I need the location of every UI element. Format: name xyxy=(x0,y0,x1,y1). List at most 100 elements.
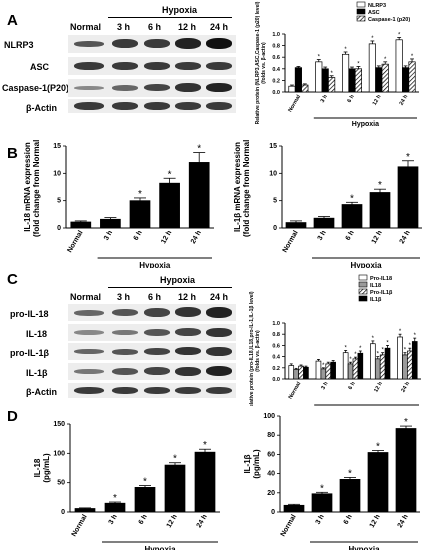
y-tick-label: 5 xyxy=(273,198,277,205)
bar-caspase-1-p20-3-h xyxy=(328,77,336,93)
bar-value-3-h xyxy=(313,217,335,229)
bar-il18-3-h xyxy=(320,368,327,380)
significance-marker: * xyxy=(359,346,362,352)
y-tick-label: 0.4 xyxy=(272,67,281,73)
y-tick-label: 0.6 xyxy=(272,55,280,61)
blot-a-col-normal: Normal xyxy=(70,22,102,32)
blot-c-row-pro-il1b: pro-IL-1β xyxy=(10,348,49,358)
x-tick-label: 12 h xyxy=(373,380,384,393)
bar-il1-3-h xyxy=(330,361,336,380)
bar-il18-6-h xyxy=(347,363,354,380)
significance-marker: * xyxy=(349,357,352,363)
y-axis-label: Relative protein (NLRP3,ASC,Caspase-1 (p… xyxy=(255,1,267,124)
significance-marker: * xyxy=(197,144,201,155)
x-tick-label: 6 h xyxy=(133,230,144,242)
panel-letter-d: D xyxy=(7,408,18,425)
blot-c-col-normal: Normal xyxy=(70,292,102,302)
bar-caspase-1-p20-normal xyxy=(301,84,309,93)
blot-c-row-pro-il18: pro-IL-18 xyxy=(10,309,49,319)
blot-c-col-3h: 3 h xyxy=(117,292,131,302)
significance-marker: * xyxy=(350,193,354,204)
y-tick-label: 100 xyxy=(263,413,275,420)
significance-marker: * xyxy=(357,61,360,67)
blot-c-row-il1b: IL-1β xyxy=(26,368,48,378)
x-tick-label: Normal xyxy=(66,229,84,253)
significance-marker: * xyxy=(409,343,412,349)
x-tick-label: Normal xyxy=(288,381,303,401)
x-tick-label: 24 h xyxy=(399,230,412,246)
bar-il1-normal xyxy=(303,366,309,380)
panel-letter-b: B xyxy=(7,145,18,162)
legend-swatch-pro-il18 xyxy=(358,274,368,281)
bar-value-3-h xyxy=(104,502,126,513)
bar-asc-normal xyxy=(294,67,302,93)
chart-b-il18-mrna: 0 5 10 15 IL-18 mRNA expression(fold change … xyxy=(23,140,214,268)
x-tick-label: 12 h xyxy=(369,514,382,530)
y-tick-label: 1.0 xyxy=(272,32,280,38)
y-tick-label: 15 xyxy=(53,143,61,150)
bar-value-24-h xyxy=(395,428,417,513)
hypoxia-label: Hypoxia xyxy=(352,121,379,128)
x-tick-label: 3 h xyxy=(103,230,114,242)
bar-nlrp3-normal xyxy=(288,85,296,93)
blot-c-row-actin: β-Actin xyxy=(26,387,57,397)
bar-pro-il18-3-h xyxy=(315,360,322,380)
x-tick-label: Normal xyxy=(282,229,300,253)
blot-a-condition-line xyxy=(108,17,232,18)
y-tick-label: 0 xyxy=(273,225,277,232)
x-tick-label: 6 h xyxy=(345,230,356,242)
y-tick-label: 5 xyxy=(57,198,61,205)
x-tick-label: 3 h xyxy=(108,514,119,526)
chart-d-il18-elisa: 0 50 100 150 IL-18(pg/mL) Normal * 3 h * 6 h * 12 h… xyxy=(33,421,220,550)
blot-c-col-24h: 24 h xyxy=(210,292,229,302)
panel-letter-c: C xyxy=(7,271,18,288)
y-tick-label: 0.2 xyxy=(272,78,280,84)
y-tick-label: 0.2 xyxy=(272,366,280,372)
significance-marker: * xyxy=(113,493,117,504)
y-tick-label: 0 xyxy=(57,225,61,232)
blot-a-strip-asc xyxy=(68,57,236,75)
y-tick-label: 10 xyxy=(269,170,277,177)
significance-marker: * xyxy=(376,442,380,453)
legend-label-il18: IL18 xyxy=(370,283,381,289)
blot-a-row-asc: ASC xyxy=(30,62,50,72)
bar-nlrp3-12-h xyxy=(368,43,376,93)
significance-marker: * xyxy=(318,55,321,61)
bar-pro-il18-24-h xyxy=(397,336,403,380)
y-tick-label: 0.0 xyxy=(272,90,280,96)
x-tick-label: 24 h xyxy=(400,380,411,393)
bar-value-12-h xyxy=(367,452,389,513)
legend-swatch-il1 xyxy=(358,295,368,302)
bar-asc-12-h xyxy=(375,67,383,93)
bar-asc-3-h xyxy=(321,68,329,93)
bar-value-6-h xyxy=(134,487,156,513)
bar-il1-12-h xyxy=(384,347,391,380)
blot-c-strip-pro-il18 xyxy=(68,304,236,321)
x-tick-label: 12 h xyxy=(371,230,384,246)
blot-a-row-caspase: Caspase-1(P20) xyxy=(2,83,70,93)
significance-marker: * xyxy=(354,352,357,358)
x-tick-label: 6 h xyxy=(138,514,149,526)
bar-value-3-h xyxy=(311,493,333,513)
x-tick-label: Normal xyxy=(280,513,298,537)
blot-a-col-24h: 24 h xyxy=(210,22,229,32)
chart-d-il1b-elisa: 0 20 40 60 80 100 IL-1β(pg/mL) Normal * 3 h * 6 h * 1… xyxy=(243,413,420,550)
bar-nlrp3-6-h xyxy=(342,53,350,93)
blot-c-col-6h: 6 h xyxy=(148,292,162,302)
bar-value-normal xyxy=(70,221,92,229)
significance-marker: * xyxy=(411,54,414,60)
x-tick-label: 3 h xyxy=(317,230,328,242)
legend-swatch-nlrp3 xyxy=(356,1,366,8)
y-tick-label: 1.0 xyxy=(272,321,280,327)
x-tick-label: 24 h xyxy=(196,514,209,530)
bar-value-normal xyxy=(74,508,96,513)
y-tick-label: 0.0 xyxy=(272,377,280,383)
y-tick-label: 0.8 xyxy=(272,332,280,338)
bar-value-6-h xyxy=(339,479,361,513)
blot-c-strip-actin xyxy=(68,383,236,398)
bar-pro-il1-6-h xyxy=(352,358,359,380)
blot-a-col-3h: 3 h xyxy=(117,22,131,32)
blot-a-col-6h: 6 h xyxy=(148,22,162,32)
bar-il18-12-h xyxy=(374,358,381,380)
y-tick-label: 0.4 xyxy=(272,355,281,361)
